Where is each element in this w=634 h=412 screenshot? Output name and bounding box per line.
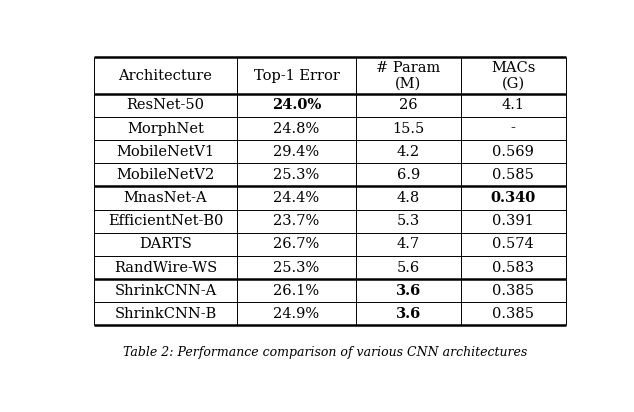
Text: Architecture: Architecture — [119, 69, 212, 83]
Text: 4.2: 4.2 — [397, 145, 420, 159]
Text: MobileNetV1: MobileNetV1 — [117, 145, 214, 159]
Text: 0.391: 0.391 — [493, 214, 534, 228]
Text: 3.6: 3.6 — [396, 307, 421, 321]
Text: 4.1: 4.1 — [501, 98, 525, 112]
Text: 0.574: 0.574 — [493, 237, 534, 251]
Text: EfficientNet-B0: EfficientNet-B0 — [108, 214, 223, 228]
Text: 0.385: 0.385 — [492, 284, 534, 298]
Text: 0.385: 0.385 — [492, 307, 534, 321]
Text: 24.4%: 24.4% — [273, 191, 320, 205]
Text: 5.3: 5.3 — [397, 214, 420, 228]
Text: 24.0%: 24.0% — [272, 98, 321, 112]
Text: 6.9: 6.9 — [397, 168, 420, 182]
Text: 0.585: 0.585 — [493, 168, 534, 182]
Text: Table 2: Performance comparison of various CNN architectures: Table 2: Performance comparison of vario… — [123, 346, 527, 359]
Text: 25.3%: 25.3% — [273, 168, 320, 182]
Text: 0.569: 0.569 — [493, 145, 534, 159]
Text: 25.3%: 25.3% — [273, 260, 320, 274]
Text: -: - — [511, 122, 515, 136]
Text: 29.4%: 29.4% — [273, 145, 320, 159]
Text: 0.340: 0.340 — [491, 191, 536, 205]
Text: 23.7%: 23.7% — [273, 214, 320, 228]
Text: 4.8: 4.8 — [397, 191, 420, 205]
Text: MobileNetV2: MobileNetV2 — [116, 168, 214, 182]
Text: 15.5: 15.5 — [392, 122, 425, 136]
Text: DARTS: DARTS — [139, 237, 192, 251]
Text: Top-1 Error: Top-1 Error — [254, 69, 339, 83]
Text: ShrinkCNN-B: ShrinkCNN-B — [114, 307, 217, 321]
Text: MorphNet: MorphNet — [127, 122, 204, 136]
Text: 26: 26 — [399, 98, 418, 112]
Text: 24.9%: 24.9% — [273, 307, 320, 321]
Text: 5.6: 5.6 — [397, 260, 420, 274]
Text: 3.6: 3.6 — [396, 284, 421, 298]
Text: ShrinkCNN-A: ShrinkCNN-A — [114, 284, 217, 298]
Text: 26.7%: 26.7% — [273, 237, 320, 251]
Text: RandWire-WS: RandWire-WS — [114, 260, 217, 274]
Text: 26.1%: 26.1% — [273, 284, 320, 298]
Text: MACs
(G): MACs (G) — [491, 61, 536, 91]
Text: 24.8%: 24.8% — [273, 122, 320, 136]
Text: MnasNet-A: MnasNet-A — [124, 191, 207, 205]
Text: 4.7: 4.7 — [397, 237, 420, 251]
Text: 0.583: 0.583 — [492, 260, 534, 274]
Text: ResNet-50: ResNet-50 — [126, 98, 204, 112]
Text: # Param
(M): # Param (M) — [377, 61, 441, 91]
